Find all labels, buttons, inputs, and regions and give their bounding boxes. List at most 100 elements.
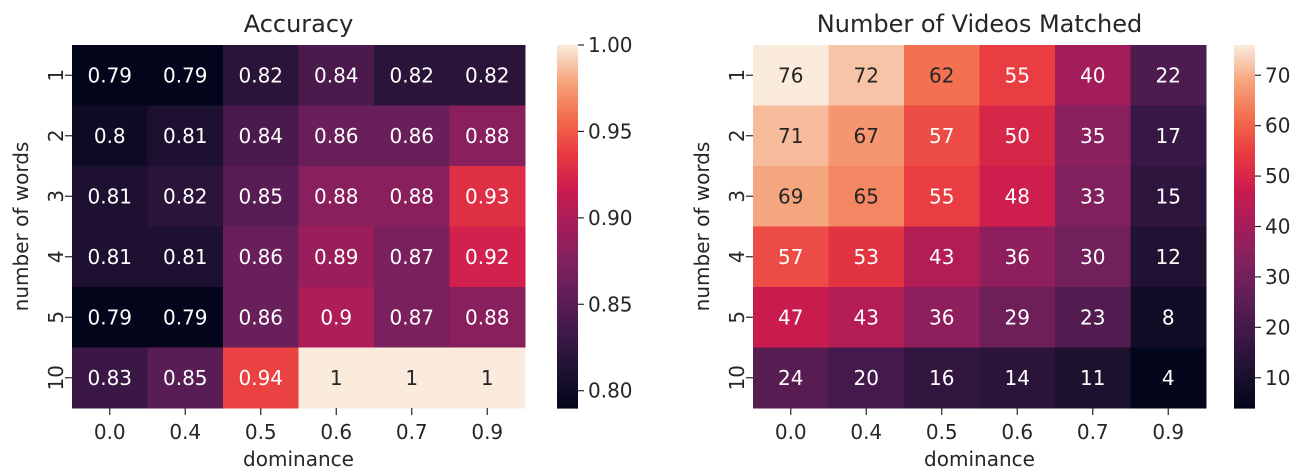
colorbar-strip	[1234, 383, 1255, 388]
heatmap-cell	[979, 166, 1056, 227]
y-tick-label: 5	[44, 311, 68, 324]
x-tick-label: 0.4	[850, 420, 882, 444]
colorbar-strip	[557, 386, 578, 391]
colorbar-strip	[557, 111, 578, 116]
colorbar-strip	[1234, 214, 1255, 219]
cell-label: 16	[929, 366, 954, 390]
heatmap-cell	[223, 287, 299, 348]
heatmap-cell	[753, 226, 829, 288]
heatmap-cell	[753, 347, 829, 409]
colorbar-strip	[1234, 401, 1255, 406]
heatmap-cell	[904, 226, 980, 288]
colorbar-strip	[557, 341, 578, 346]
colorbar-strip	[557, 371, 578, 376]
cell-label: 24	[778, 366, 803, 390]
colorbar-strip	[557, 404, 578, 409]
colorbar-strip	[557, 147, 578, 152]
colorbar-strip	[1234, 296, 1255, 300]
colorbar-strip	[1234, 48, 1255, 52]
colorbar-strip	[557, 277, 578, 282]
cell-label: 43	[854, 305, 879, 329]
colorbar-strip	[557, 190, 578, 194]
colorbar-strip	[557, 205, 578, 209]
colorbar-strip	[557, 368, 578, 373]
heatmap-cell	[147, 45, 224, 106]
colorbar-strip	[1234, 72, 1255, 76]
colorbar-strip	[1234, 66, 1255, 70]
cell-label: 0.8	[94, 124, 126, 148]
colorbar-tick-label: 20	[1265, 315, 1290, 339]
colorbar-strip	[1234, 274, 1255, 279]
cell-label: 0.82	[163, 184, 208, 208]
colorbar-strip	[1234, 320, 1255, 324]
x-axis-label: dominance	[243, 447, 354, 471]
colorbar-strip	[1234, 184, 1255, 188]
colorbar-strip	[1234, 69, 1255, 73]
colorbar-strip	[1234, 371, 1255, 376]
heatmap-cell	[828, 287, 905, 348]
colorbar-strip	[557, 196, 578, 200]
heatmap-cell	[1130, 226, 1207, 288]
cell-label: 36	[929, 305, 954, 329]
colorbar-strip	[557, 87, 578, 91]
cell-label: 4	[1162, 366, 1175, 390]
colorbar-strip	[557, 356, 578, 361]
heatmap-cell	[1055, 287, 1131, 348]
heatmap-cell	[449, 105, 526, 167]
x-tick-label: 0.9	[1152, 420, 1184, 444]
colorbar-strip	[1234, 114, 1255, 119]
cell-label: 29	[1005, 305, 1030, 329]
cell-label: 0.82	[238, 63, 283, 87]
colorbar-strip	[557, 401, 578, 406]
colorbar-strip	[1234, 329, 1255, 333]
colorbar-strip	[557, 126, 578, 131]
x-tick-label: 0.9	[471, 420, 503, 444]
heatmap-cell	[828, 45, 905, 106]
colorbar-strip	[1234, 166, 1255, 170]
heatmap-cell	[298, 45, 375, 106]
colorbar-strip	[557, 293, 578, 297]
colorbar-strip	[1234, 132, 1255, 137]
colorbar-tick-label: 50	[1265, 164, 1290, 188]
heatmap-cell	[298, 105, 375, 167]
heatmap-cell	[904, 347, 980, 409]
cell-label: 0.9	[320, 305, 352, 329]
cell-label: 48	[1005, 184, 1030, 208]
colorbar-strip	[1234, 45, 1255, 49]
cell-label: 17	[1156, 124, 1181, 148]
colorbar-strip	[1234, 241, 1255, 246]
colorbar-strip	[557, 202, 578, 206]
colorbar-strip	[557, 250, 578, 255]
colorbar-strip	[557, 150, 578, 155]
cell-label: 0.79	[163, 63, 208, 87]
cell-label: 0.85	[163, 366, 208, 390]
colorbar-strip	[557, 271, 578, 276]
cell-label: 14	[1005, 366, 1030, 390]
colorbar-strip	[557, 199, 578, 203]
colorbar-strip	[1234, 190, 1255, 194]
colorbar-strip	[557, 78, 578, 82]
colorbar-tick-label: 30	[1265, 265, 1290, 289]
y-tick-label: 5	[725, 311, 749, 324]
colorbar-strip	[1234, 93, 1255, 98]
x-tick-label: 0.7	[396, 420, 428, 444]
heatmap-cell	[147, 287, 224, 348]
colorbar-strip	[557, 305, 578, 309]
colorbar-strip	[1234, 335, 1255, 340]
heatmap-cell	[979, 347, 1056, 409]
colorbar-strip	[557, 99, 578, 104]
cell-label: 8	[1162, 305, 1175, 329]
colorbar-strip	[557, 323, 578, 327]
heatmap-cell	[1130, 347, 1207, 409]
colorbar-strip	[557, 223, 578, 228]
colorbar-strip	[557, 253, 578, 258]
x-tick-label: 0.6	[1001, 420, 1033, 444]
heatmap-cell	[298, 287, 375, 348]
colorbar-strip	[1234, 353, 1255, 358]
colorbar-strip	[1234, 87, 1255, 91]
cell-label: 0.88	[314, 184, 359, 208]
colorbar-strip	[557, 265, 578, 270]
heatmap-cell	[223, 105, 299, 167]
colorbar-strip	[1234, 147, 1255, 152]
colorbar-strip	[557, 193, 578, 197]
